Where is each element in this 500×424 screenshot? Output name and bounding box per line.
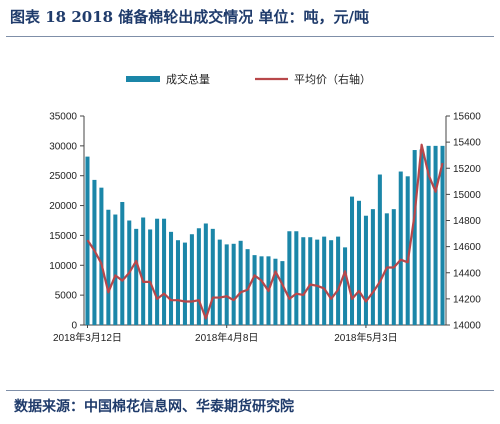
right-tick-label: 14000 [453,321,481,332]
bar [350,196,355,325]
left-tick-label: 15000 [49,231,77,242]
left-tick-label: 0 [71,321,77,332]
bar [377,174,382,325]
title-divider [6,36,494,37]
x-tick-label: 2018年5月3日 [334,331,397,344]
left-tick-label: 25000 [49,171,77,182]
bar [329,240,334,325]
x-tick-label: 2018年3月12日 [53,331,122,344]
bar [287,231,292,325]
bar [363,215,368,325]
right-tick-label: 14800 [453,216,481,227]
right-tick-label: 14200 [453,294,481,305]
bar [370,209,375,325]
legend-bar-label: 成交总量 [166,72,210,86]
left-tick-label: 35000 [49,112,77,123]
plot-area: 0 5000 10000 15000 20000 25000 30000 35000 14000… [49,112,481,345]
bar [189,234,194,325]
right-tick-label: 15000 [453,190,481,201]
bar [182,242,187,325]
bar [280,261,285,325]
chart: 成交总量 平均价（右轴） 0 5000 10000 15000 20000 25000 30… [49,72,481,345]
bar [196,228,201,325]
chart-title: 图表 18 2018 储备棉轮出成交情况 单位：吨，元/吨 [10,8,369,26]
left-tick-label: 5000 [55,291,78,302]
right-tick-label: 14400 [453,268,481,279]
legend-line-label: 平均价（右轴） [294,72,371,86]
bar [419,149,424,325]
bar [203,223,208,325]
right-tick-label: 15400 [453,138,481,149]
bar [231,243,236,325]
bar [245,249,250,325]
bar [259,256,264,325]
bar [356,200,361,325]
bar [315,239,320,325]
left-tick-label: 30000 [49,141,77,152]
bar [99,187,104,325]
bar [294,231,299,325]
bar [217,239,222,325]
source-divider [6,390,494,391]
right-tick-label: 15200 [453,164,481,175]
bar [440,145,445,325]
bar [106,209,111,325]
bar [426,145,431,325]
bar [336,236,341,325]
bar [224,244,229,325]
left-tick-label: 20000 [49,201,77,212]
bar [273,258,278,325]
bar [308,237,313,325]
bar [120,201,125,325]
bar [175,240,180,325]
right-tick-label: 14600 [453,242,481,253]
bar [405,176,410,325]
legend-bar-swatch [126,76,160,82]
bar [141,217,146,325]
left-tick-label: 10000 [49,261,77,272]
legend: 成交总量 平均价（右轴） [126,72,371,86]
bar [113,214,118,325]
bar [301,237,306,325]
bar [343,247,348,325]
bar [162,218,167,325]
bar [210,228,215,325]
bar [169,231,174,325]
bar [148,229,153,325]
price-line [86,143,444,320]
right-tick-label: 15600 [453,112,481,123]
x-tick-label: 2018年4月8日 [195,331,258,344]
bar [238,240,243,325]
bar [322,236,327,325]
bar [433,145,438,325]
bar [398,171,403,325]
bar [134,228,139,325]
bar [252,255,257,325]
bar [412,150,417,325]
bar [155,218,160,325]
source-note: 数据来源：中国棉花信息网、华泰期货研究院 [14,399,294,415]
